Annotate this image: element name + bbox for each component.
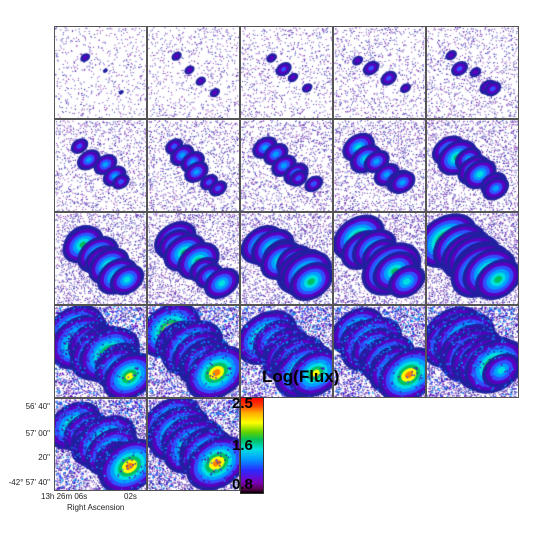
channel-map-panel (240, 26, 333, 119)
channel-map-panel (54, 398, 147, 491)
channel-map-panel (333, 119, 426, 212)
channel-map-panel (147, 212, 240, 305)
emission-map-image (148, 27, 239, 118)
emission-map-image (427, 27, 518, 118)
emission-map-image (148, 399, 239, 490)
channel-map-panel (333, 212, 426, 305)
channel-map-panel (426, 212, 519, 305)
y-tick-label: 20" (38, 453, 50, 462)
channel-map-panel (54, 119, 147, 212)
colorbar-min-label: 0.8 (232, 476, 253, 493)
emission-map-image (55, 213, 146, 304)
channel-map-panel (147, 398, 240, 491)
channel-map-grid (54, 26, 519, 491)
emission-map-image (427, 306, 518, 397)
emission-map-image (334, 120, 425, 211)
channel-map-panel (147, 26, 240, 119)
emission-map-image (55, 399, 146, 490)
emission-map-image (148, 306, 239, 397)
colorbar-max-label: 2.5 (232, 395, 253, 412)
x-axis-title: Right Ascension (67, 503, 125, 512)
emission-map-image (148, 120, 239, 211)
emission-map-image (241, 27, 332, 118)
channel-map-panel (240, 119, 333, 212)
channel-map-panel (147, 305, 240, 398)
channel-map-panel (333, 305, 426, 398)
x-tick-label: 13h 26m 06s (41, 492, 88, 501)
emission-map-image (148, 213, 239, 304)
channel-map-panel (426, 305, 519, 398)
channel-map-panel (333, 26, 426, 119)
emission-map-image (241, 213, 332, 304)
emission-map-image (241, 306, 332, 397)
channel-map-panel (54, 305, 147, 398)
channel-map-panel (240, 212, 333, 305)
channel-map-panel (54, 212, 147, 305)
channel-map-panel (240, 305, 333, 398)
emission-map-image (334, 27, 425, 118)
channel-map-panel (147, 119, 240, 212)
colorbar-title: Log(Flux) (262, 367, 340, 386)
emission-map-image (334, 306, 425, 397)
channel-map-panel (426, 26, 519, 119)
colorbar (240, 397, 264, 494)
emission-map-image (334, 213, 425, 304)
x-tick-label: 02s (124, 492, 137, 501)
colorbar-mid-label: 1.6 (232, 437, 253, 454)
emission-map-image (55, 120, 146, 211)
channel-map-panel (426, 119, 519, 212)
channel-map-panel (54, 26, 147, 119)
y-tick-label: 56' 40" (25, 402, 50, 411)
emission-map-image (427, 213, 518, 304)
emission-map-image (427, 120, 518, 211)
y-tick-label: -42° 57' 40" (8, 478, 50, 487)
emission-map-image (241, 120, 332, 211)
emission-map-image (55, 306, 146, 397)
y-tick-label: 57' 00" (25, 429, 50, 438)
emission-map-image (55, 27, 146, 118)
